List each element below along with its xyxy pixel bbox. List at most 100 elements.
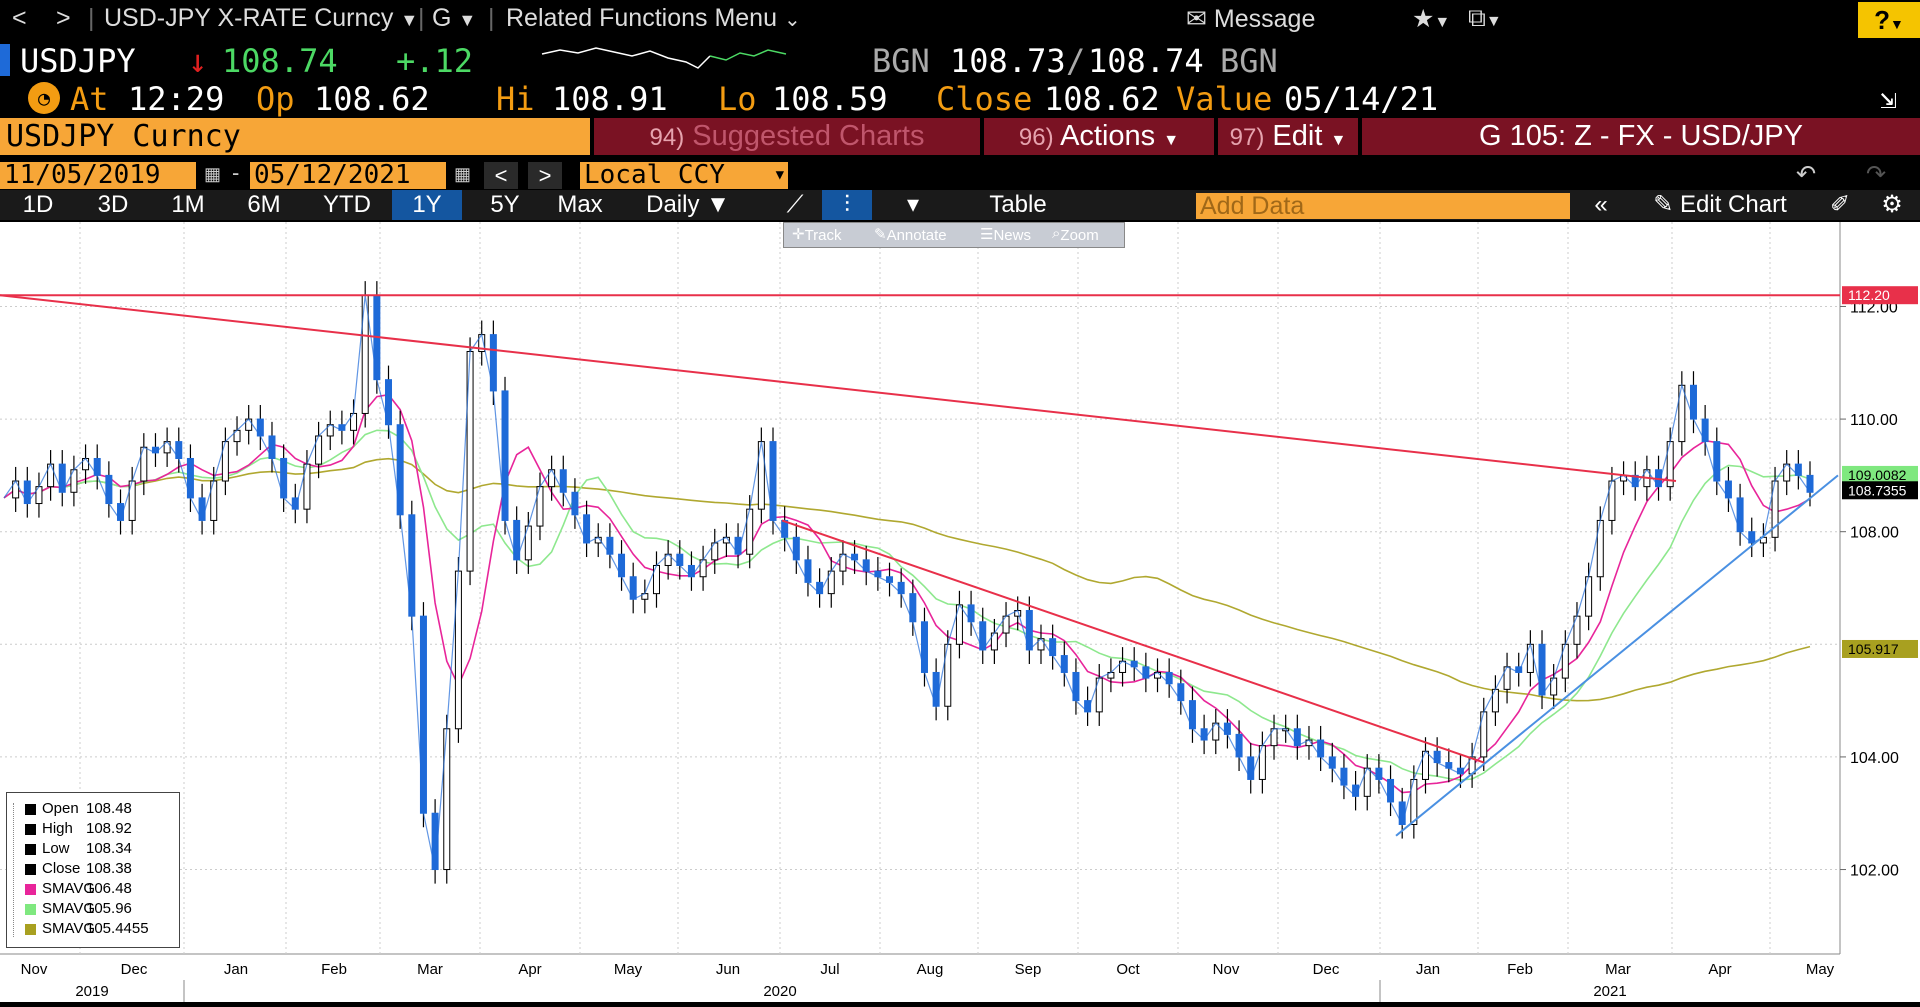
start-date-input[interactable]: 11/05/2019	[0, 162, 196, 189]
period-tab-5y[interactable]: 5Y	[490, 191, 520, 218]
suggested-label: Suggested Charts	[692, 120, 925, 152]
candlestick-icon[interactable]: ⫶	[822, 190, 872, 220]
gear-icon[interactable]: ⚙	[1881, 191, 1903, 218]
x-tick-label: Jun	[716, 961, 740, 978]
window-icon: ⧉	[1468, 4, 1486, 32]
dropdown-arrow-icon: ▼	[1163, 132, 1180, 149]
graph-title[interactable]: G 105: Z - FX - USD/JPY	[1362, 118, 1920, 155]
window-button[interactable]: ⧉▼	[1468, 4, 1502, 33]
top-nav-bar: < > | USD-JPY X-RATE Curncy ▼ | G ▼ | Re…	[0, 0, 1920, 40]
news-tool[interactable]: ☰ News	[980, 226, 1031, 244]
undo-icon[interactable]: ↶	[1796, 161, 1817, 188]
zoom-label: Zoom	[1060, 227, 1099, 244]
track-tool[interactable]: ✛ Track	[792, 226, 842, 244]
x-tick-label: Aug	[917, 961, 944, 978]
legend-item[interactable]: Close 108.38	[15, 859, 132, 878]
forward-button[interactable]: >	[56, 4, 71, 32]
track-label: Track	[804, 227, 842, 244]
line-chart-icon[interactable]: ⟋	[786, 191, 804, 218]
help-label: ?	[1874, 5, 1891, 35]
x-tick-label: Dec	[121, 961, 148, 978]
down-arrow-icon: ↓	[188, 42, 208, 80]
legend-item[interactable]: SMAVG106.48	[15, 879, 132, 898]
legend-swatch	[25, 923, 36, 935]
last-price: 108.74	[222, 42, 338, 80]
export-icon[interactable]: ⇲	[1880, 82, 1897, 115]
calendar-icon[interactable]: ▦	[204, 164, 222, 184]
g-menu[interactable]: G ▼	[432, 4, 476, 33]
favorites-button[interactable]: ★▼	[1412, 4, 1450, 34]
date-dash: -	[232, 160, 240, 185]
back-button[interactable]: <	[12, 4, 27, 32]
actions-button[interactable]: 96) Actions ▼	[984, 118, 1214, 155]
redo-icon[interactable]: ↷	[1866, 161, 1887, 188]
message-button[interactable]: ✉ Message	[1186, 4, 1315, 34]
bid-ask-slash: /	[1066, 42, 1086, 80]
legend-item[interactable]: Low 108.34	[15, 839, 132, 858]
period-tab-max[interactable]: Max	[557, 191, 603, 218]
ask-source: BGN	[1220, 42, 1278, 80]
x-tick-label: Mar	[417, 961, 443, 978]
legend-item[interactable]: SMAVG105.96	[15, 899, 132, 918]
x-tick-label: Jul	[820, 961, 839, 978]
table-button[interactable]: Table	[989, 191, 1047, 218]
value-label-box	[1842, 639, 1918, 658]
dropdown-arrow-icon: ▼	[1434, 14, 1451, 31]
x-tick-label: May	[614, 961, 643, 978]
period-tab-1d[interactable]: 1D	[22, 191, 54, 218]
edit-button[interactable]: 97) Edit ▼	[1218, 118, 1358, 155]
security-menu[interactable]: USD-JPY X-RATE Curncy ▼	[104, 4, 418, 33]
legend-label: SMAVG	[42, 920, 96, 937]
annotate-tool[interactable]: ✎ Annotate	[874, 226, 947, 244]
x-tick-label: Dec	[1313, 961, 1340, 978]
g-menu-label: G	[432, 4, 452, 32]
draw-icon[interactable]: ✐	[1829, 191, 1851, 218]
zoom-tool[interactable]: ⌕ Zoom	[1052, 225, 1099, 244]
related-functions-menu[interactable]: Related Functions Menu ⌄	[506, 4, 801, 33]
y-tick-label: 104.00	[1850, 750, 1899, 767]
legend-item[interactable]: Open 108.48	[15, 799, 132, 818]
x-tick-label: Jan	[1416, 961, 1440, 978]
help-button[interactable]: ?▼	[1858, 2, 1920, 38]
edit-number: 97)	[1229, 124, 1265, 151]
suggested-charts-button[interactable]: 94) Suggested Charts	[594, 118, 980, 155]
open-price: 108.62	[314, 80, 430, 118]
chart-type-dropdown[interactable]: ▾	[906, 191, 920, 218]
next-range-button[interactable]: >	[528, 162, 562, 189]
edit-chart-button[interactable]: ✎ Edit Chart	[1634, 190, 1806, 220]
period-tab-3d[interactable]: 3D	[97, 191, 129, 218]
x-tick-label: Nov	[21, 961, 48, 978]
price-line	[3, 295, 1811, 870]
legend-label: Low	[42, 840, 70, 857]
suggested-number: 94)	[649, 124, 685, 151]
x-tick-label: Feb	[1507, 961, 1533, 978]
legend-item[interactable]: High 108.92	[15, 819, 132, 838]
frequency-select[interactable]: Daily ▼	[646, 191, 730, 218]
period-tab-1y[interactable]: 1Y	[392, 190, 462, 220]
quote-row: USDJPY ↓ 108.74 +.12 BGN 108.73 / 108.74…	[0, 42, 1920, 80]
add-data-input[interactable]: Add Data	[1196, 193, 1570, 219]
legend-item[interactable]: SMAVG105.4455	[15, 919, 149, 938]
period-tab-ytd[interactable]: YTD	[323, 191, 371, 218]
prev-range-button[interactable]: <	[484, 162, 518, 189]
edit-chart-label: Edit Chart	[1680, 191, 1787, 218]
star-icon: ★	[1412, 5, 1435, 33]
annotate-label: Annotate	[886, 227, 947, 244]
actions-row: USDJPY Curncy 94) Suggested Charts 96) A…	[0, 118, 1920, 155]
close-label: Close	[936, 80, 1033, 118]
calendar-icon[interactable]: ▦	[454, 164, 472, 184]
legend-value: 108.92	[86, 820, 132, 837]
divider: |	[488, 4, 495, 32]
period-tab-6m[interactable]: 6M	[247, 191, 281, 218]
end-date-input[interactable]: 05/12/2021	[250, 162, 446, 189]
security-field[interactable]: USDJPY Curncy	[0, 118, 590, 155]
dropdown-arrow-icon: ▼	[1890, 16, 1904, 32]
period-tab-1m[interactable]: 1M	[171, 191, 205, 218]
sparkline	[541, 47, 787, 69]
collapse-icon[interactable]: «	[1594, 191, 1608, 218]
x-tick-label: Feb	[321, 961, 347, 978]
currency-select[interactable]: Local CCY ▼	[580, 162, 788, 189]
price-chart[interactable]: 112.00 110.00 108.00 104.00 102.00 Nov Dec Jan F…	[0, 222, 1920, 1002]
value-label: 105.917	[1848, 641, 1899, 657]
